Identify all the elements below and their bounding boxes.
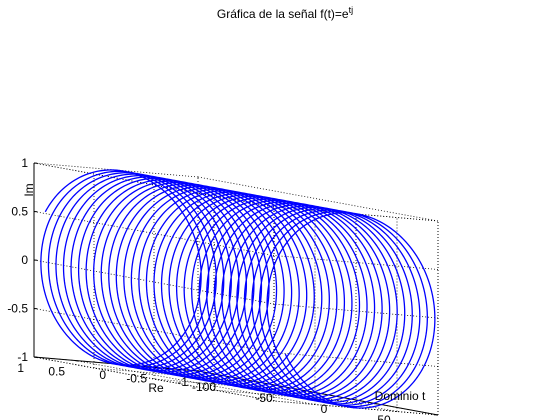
gridline-z-side — [273, 303, 439, 319]
tick-labels: -100-50050100-1-0.500.51-1-0.500.51 — [7, 156, 391, 420]
gridline-z-back — [33, 211, 275, 256]
z-tick-label: 0.5 — [11, 205, 28, 219]
x-tick-label: -50 — [255, 391, 273, 405]
x-axis-label: Dominio t — [375, 389, 426, 403]
y-tick-mark — [74, 360, 79, 362]
z-tick-label: -0.5 — [7, 302, 28, 316]
z-tick-label: -1 — [17, 350, 28, 364]
gridline-z-side — [273, 255, 439, 270]
x-tick-label: 0 — [321, 402, 328, 416]
y-tick-label: 0.5 — [48, 365, 65, 379]
y-tick-label: 1 — [17, 361, 24, 375]
series-line — [40, 169, 436, 409]
z-tick-label: 0 — [21, 253, 28, 267]
z-tick-label: 1 — [21, 156, 28, 170]
box-edge — [273, 400, 439, 416]
y-axis-label: Re — [148, 381, 164, 395]
z-axis-label: Im — [22, 183, 36, 196]
box-edge — [273, 206, 439, 222]
y-tick-label: -1 — [177, 375, 188, 389]
y-tick-label: 0 — [99, 368, 106, 382]
gridline-z-side — [273, 352, 439, 367]
curve-layer — [40, 169, 436, 409]
box-edge — [33, 162, 199, 178]
chart-title: Gráfica de la señal f(t)=etj — [217, 5, 353, 21]
x-tick-label: 50 — [377, 413, 391, 420]
x-tick-label: -100 — [192, 380, 216, 394]
gridline-x-floor — [213, 389, 379, 405]
y-tick-label: -0.5 — [126, 372, 147, 386]
chart-title-superscript: tj — [349, 5, 354, 15]
